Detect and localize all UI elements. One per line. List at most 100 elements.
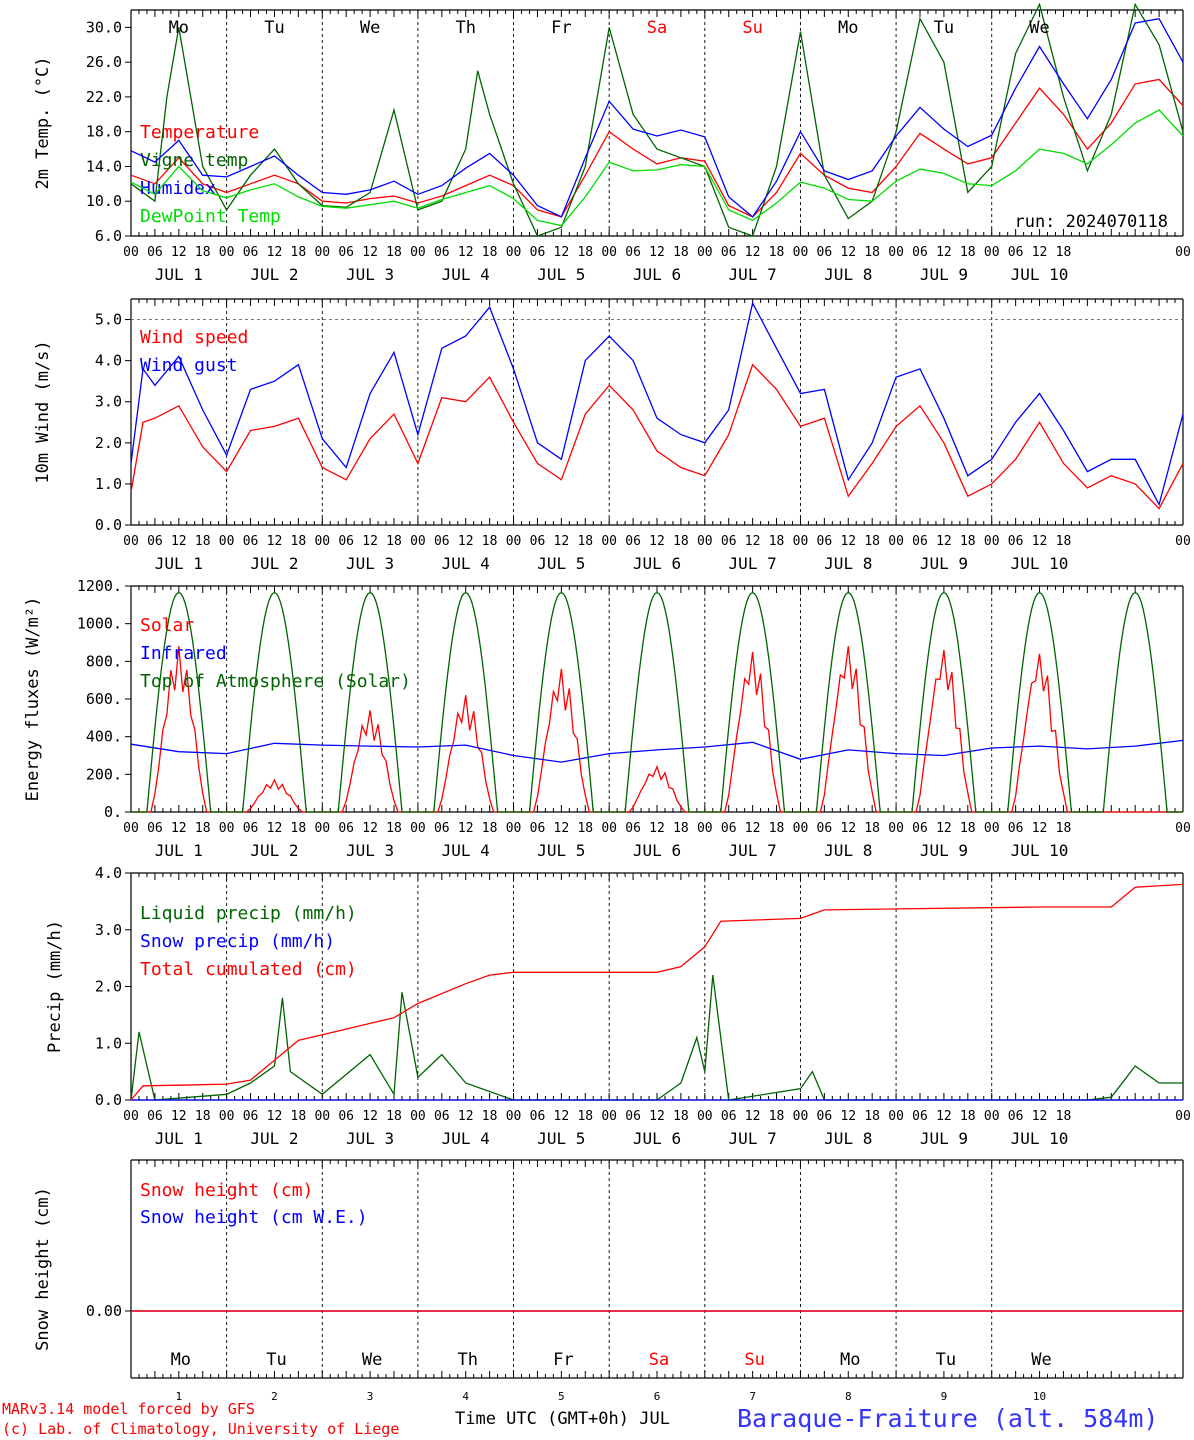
legend-entry: Wind gust bbox=[140, 355, 238, 376]
hour-tick-label: 00 bbox=[697, 1109, 713, 1124]
day-label: JUL 7 bbox=[729, 1129, 777, 1148]
hour-tick-label: 06 bbox=[147, 534, 163, 549]
hour-tick-label: 06 bbox=[243, 1109, 259, 1124]
hour-tick-label: 18 bbox=[291, 821, 307, 836]
day-label: JUL 1 bbox=[155, 841, 203, 860]
hour-tick-label: 12 bbox=[745, 245, 761, 260]
hour-tick-label: 00 bbox=[219, 245, 235, 260]
hour-tick-label: 12 bbox=[267, 534, 283, 549]
hour-tick-label: 06 bbox=[912, 245, 928, 260]
hour-tick-label: 06 bbox=[721, 534, 737, 549]
hour-tick-label: 12 bbox=[554, 245, 570, 260]
hour-tick-label: 12 bbox=[1032, 245, 1048, 260]
day-of-week-label: Tu bbox=[934, 18, 954, 38]
hour-tick-label: 18 bbox=[577, 821, 593, 836]
day-label: JUL 5 bbox=[537, 841, 585, 860]
hour-tick-label: 06 bbox=[1008, 1109, 1024, 1124]
day-label: JUL 8 bbox=[824, 841, 872, 860]
hour-tick-label: 12 bbox=[936, 534, 952, 549]
hour-tick-label: 00 bbox=[123, 1109, 139, 1124]
hour-tick-label: 18 bbox=[673, 821, 689, 836]
series-line-dewpoint-temp bbox=[130, 109, 1184, 227]
day-of-week-label: Su bbox=[744, 1350, 764, 1370]
hour-tick-label: 00 bbox=[984, 821, 1000, 836]
day-label: JUL 3 bbox=[346, 1129, 394, 1148]
day-of-week-label: Mo bbox=[838, 18, 858, 38]
hour-tick-label: 00 bbox=[314, 534, 330, 549]
y-tick-label: 400. bbox=[86, 728, 122, 746]
hour-tick-label: 18 bbox=[864, 821, 880, 836]
hour-tick-label: 06 bbox=[912, 1109, 928, 1124]
hour-tick-label: 00 bbox=[314, 245, 330, 260]
y-tick-label: 18.0 bbox=[86, 123, 122, 141]
hour-tick-label: 00 bbox=[888, 821, 904, 836]
hour-tick-label: 18 bbox=[769, 245, 785, 260]
y-tick-label: 600. bbox=[86, 690, 122, 708]
hour-tick-label: 18 bbox=[482, 534, 498, 549]
hour-tick-label: 12 bbox=[458, 1109, 474, 1124]
hour-tick-label: 00 bbox=[123, 245, 139, 260]
hour-tick-label: 06 bbox=[1008, 534, 1024, 549]
hour-tick-label: 12 bbox=[840, 534, 856, 549]
legend-entry: Snow precip (mm/h) bbox=[140, 931, 335, 952]
hour-tick-label: 00 bbox=[984, 245, 1000, 260]
y-tick-label: 800. bbox=[86, 652, 122, 670]
hour-tick-label: 12 bbox=[649, 245, 665, 260]
run-label: run: 2024070118 bbox=[1014, 212, 1168, 232]
hour-tick-label: 12 bbox=[649, 534, 665, 549]
day-of-week-label: Tu bbox=[264, 18, 284, 38]
hour-tick-label: 00 bbox=[697, 245, 713, 260]
series-line-vigne-temp bbox=[130, 2, 1184, 237]
hour-tick-label: 06 bbox=[147, 821, 163, 836]
y-tick-label: 1.0 bbox=[95, 475, 122, 493]
day-of-week-label: We bbox=[1031, 1350, 1051, 1370]
day-number-label: 6 bbox=[654, 1390, 661, 1403]
day-number-label: 10 bbox=[1033, 1390, 1046, 1403]
hour-tick-label: 00 bbox=[1175, 534, 1191, 549]
hour-tick-label: 06 bbox=[530, 1109, 546, 1124]
day-label: JUL 6 bbox=[633, 554, 681, 573]
y-tick-label: 1.0 bbox=[95, 1034, 122, 1052]
hour-tick-label: 06 bbox=[243, 245, 259, 260]
hour-tick-label: 06 bbox=[1008, 245, 1024, 260]
hour-tick-label: 06 bbox=[530, 245, 546, 260]
day-label: JUL 2 bbox=[250, 554, 298, 573]
hour-tick-label: 06 bbox=[625, 1109, 641, 1124]
hour-tick-label: 00 bbox=[888, 1109, 904, 1124]
hour-tick-label: 18 bbox=[864, 534, 880, 549]
y-tick-label: 3.0 bbox=[95, 393, 122, 411]
hour-tick-label: 18 bbox=[577, 534, 593, 549]
day-label: JUL 7 bbox=[729, 265, 777, 284]
hour-tick-label: 06 bbox=[721, 245, 737, 260]
station-title: Baraque-Fraiture (alt. 584m) bbox=[737, 1404, 1158, 1433]
hour-tick-label: 12 bbox=[840, 1109, 856, 1124]
day-label: JUL 4 bbox=[442, 841, 490, 860]
hour-tick-label: 18 bbox=[386, 245, 402, 260]
day-of-week-label: Su bbox=[742, 18, 762, 38]
hour-tick-label: 06 bbox=[434, 821, 450, 836]
model-credit: MARv3.14 model forced by GFS bbox=[2, 1400, 255, 1418]
day-of-week-label: Tu bbox=[266, 1350, 286, 1370]
hour-tick-label: 06 bbox=[338, 1109, 354, 1124]
hour-tick-label: 00 bbox=[123, 821, 139, 836]
hour-tick-label: 18 bbox=[864, 1109, 880, 1124]
hour-tick-label: 18 bbox=[1056, 245, 1072, 260]
energy-fluxes-panel: 0. 200. 400. 600. 800. 1000. 1200. Energy fluxe… bbox=[23, 577, 1191, 860]
day-number-label: 1 bbox=[176, 1390, 183, 1403]
footer: MARv3.14 model forced by GFS (c) Lab. of… bbox=[2, 1400, 1158, 1438]
temperature-panel: 6.0 10.0 14.0 18.0 22.0 26.0 30.0 2m Temp. (°C)… bbox=[33, 2, 1191, 284]
hour-tick-label: 06 bbox=[434, 534, 450, 549]
lab-credit: (c) Lab. of Climatology, University of L… bbox=[2, 1420, 399, 1438]
day-label: JUL 2 bbox=[250, 841, 298, 860]
day-of-week-label: Tu bbox=[936, 1350, 956, 1370]
hour-tick-label: 18 bbox=[291, 1109, 307, 1124]
hour-tick-label: 12 bbox=[649, 821, 665, 836]
day-label: JUL 3 bbox=[346, 554, 394, 573]
hour-tick-label: 18 bbox=[1056, 1109, 1072, 1124]
day-of-week-label: We bbox=[1029, 18, 1049, 38]
hour-tick-label: 12 bbox=[171, 821, 187, 836]
series-line-temperature bbox=[130, 78, 1184, 218]
day-label: JUL 5 bbox=[537, 554, 585, 573]
legend-entry: Snow height (cm W.E.) bbox=[140, 1207, 368, 1228]
hour-tick-label: 12 bbox=[362, 245, 378, 260]
